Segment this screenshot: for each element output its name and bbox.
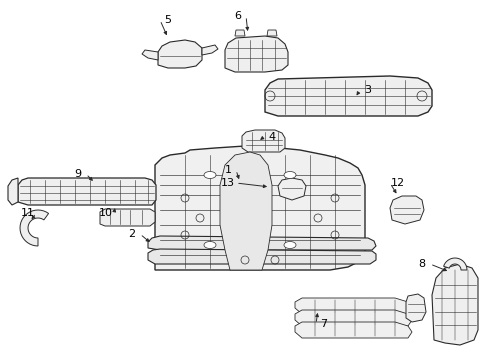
Text: 12: 12 [390,178,404,188]
Polygon shape [266,30,276,36]
Polygon shape [8,178,18,205]
Polygon shape [148,236,375,250]
Polygon shape [148,249,375,264]
Text: 8: 8 [418,259,425,269]
Text: 1: 1 [224,165,231,175]
Polygon shape [294,310,411,326]
Ellipse shape [203,171,216,179]
Text: 6: 6 [234,11,241,21]
Polygon shape [220,152,271,270]
Polygon shape [155,146,364,270]
Polygon shape [431,264,477,345]
Ellipse shape [203,242,216,248]
Text: 10: 10 [99,208,113,218]
Polygon shape [100,209,155,226]
Text: 13: 13 [221,178,235,188]
Text: 11: 11 [21,208,35,218]
Polygon shape [142,50,158,60]
Polygon shape [242,130,285,152]
Polygon shape [202,45,218,55]
Polygon shape [158,40,202,68]
Polygon shape [235,30,244,36]
Text: 3: 3 [364,85,371,95]
Polygon shape [405,294,425,322]
Text: 4: 4 [268,132,275,142]
Ellipse shape [284,171,295,179]
Polygon shape [224,36,287,72]
Polygon shape [20,210,48,246]
Polygon shape [294,298,411,314]
Ellipse shape [284,242,295,248]
Text: 5: 5 [164,15,171,25]
Polygon shape [264,76,431,116]
Polygon shape [278,178,305,200]
Polygon shape [389,196,423,224]
Text: 2: 2 [128,229,135,239]
Polygon shape [294,322,411,338]
Polygon shape [443,258,466,270]
Text: 7: 7 [320,319,327,329]
Text: 9: 9 [74,169,81,179]
Polygon shape [18,178,156,205]
